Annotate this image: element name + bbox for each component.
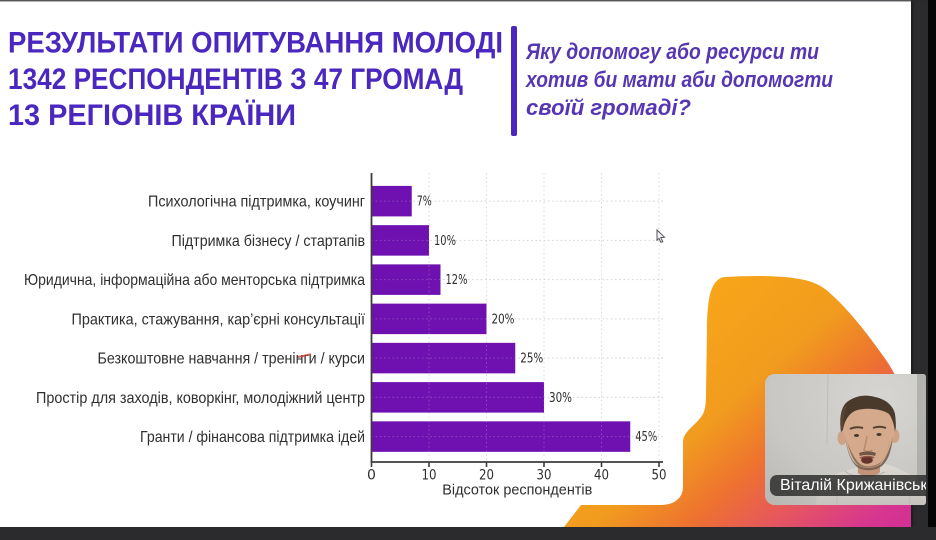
participant-name: Віталій Крижанівськ (780, 477, 926, 494)
category-label: Простір для заходів, коворкінг, молодіжн… (36, 390, 365, 407)
x-tick-label: 20 (479, 468, 494, 484)
slide-title-line-2: 1342 РЕСПОНДЕНТІВ З 47 ГРОМАД (8, 63, 463, 96)
x-tick-label: 50 (652, 468, 667, 484)
red-annotation-mark (297, 353, 312, 358)
bar-value-label: 7% (417, 195, 432, 210)
x-axis-label: Відсоток респондентів (442, 483, 592, 499)
slide-question-line-3: своїй громаді? (526, 95, 691, 120)
category-label: Юридична, інформаційна або менторська пі… (24, 272, 365, 289)
x-tick-label: 40 (594, 468, 609, 484)
x-tick-label: 30 (537, 468, 552, 484)
bar (371, 382, 544, 413)
bar (371, 303, 487, 335)
category-label: Безкоштовне навчання / тренінги / курси (98, 351, 366, 368)
category-label: Психологічна підтримка, коучинг (148, 194, 365, 211)
bar (371, 185, 412, 217)
slide-title-line-3: 13 РЕГІОНІВ КРАЇНИ (8, 99, 296, 132)
slide-question-line-2: хотив би мати аби допомогти (525, 67, 833, 92)
bar-value-label: 20% (492, 312, 515, 327)
bar-value-label: 12% (446, 273, 468, 288)
bar (371, 342, 516, 374)
bar-value-label: 30% (549, 391, 572, 406)
frame-top-edge (0, 0, 936, 2)
bar (371, 225, 429, 256)
category-label: Гранти / фінансова підтримка ідей (140, 429, 365, 446)
bar (371, 421, 631, 452)
frame-right-black-strip (928, 0, 936, 540)
slide-question: Яку допомогу або ресурси ти хотив би мат… (525, 39, 833, 120)
participant-name-tag: Віталій Крижанівськ (770, 475, 926, 496)
category-label: Практика, стажування, кар’єрні консульта… (72, 311, 366, 328)
x-tick-label: 0 (367, 468, 376, 484)
x-tick-label: 10 (422, 468, 437, 484)
slide-title-line-1: РЕЗУЛЬТАТИ ОПИТУВАННЯ МОЛОДІ (8, 27, 503, 60)
wall-seam (826, 374, 829, 445)
bar-value-label: 45% (635, 430, 657, 445)
wall-shadow-right (917, 374, 926, 505)
frame-bottom-bar (0, 527, 936, 540)
title-separator-bar (511, 26, 517, 136)
slide-question-line-1: Яку допомогу або ресурси ти (525, 39, 819, 64)
bar-value-label: 25% (520, 352, 543, 367)
slide-text-layer: РЕЗУЛЬТАТИ ОПИТУВАННЯ МОЛОДІ 1342 РЕСПОН… (8, 27, 833, 133)
slide-title: РЕЗУЛЬТАТИ ОПИТУВАННЯ МОЛОДІ 1342 РЕСПОН… (8, 27, 503, 133)
mouse-cursor-icon (656, 229, 666, 243)
category-label: Підтримка бізнесу / стартапів (172, 233, 366, 250)
webcam-overlay[interactable]: Віталій Крижанівськ (765, 374, 926, 505)
bar (371, 264, 441, 295)
bar-value-label: 10% (434, 234, 456, 249)
